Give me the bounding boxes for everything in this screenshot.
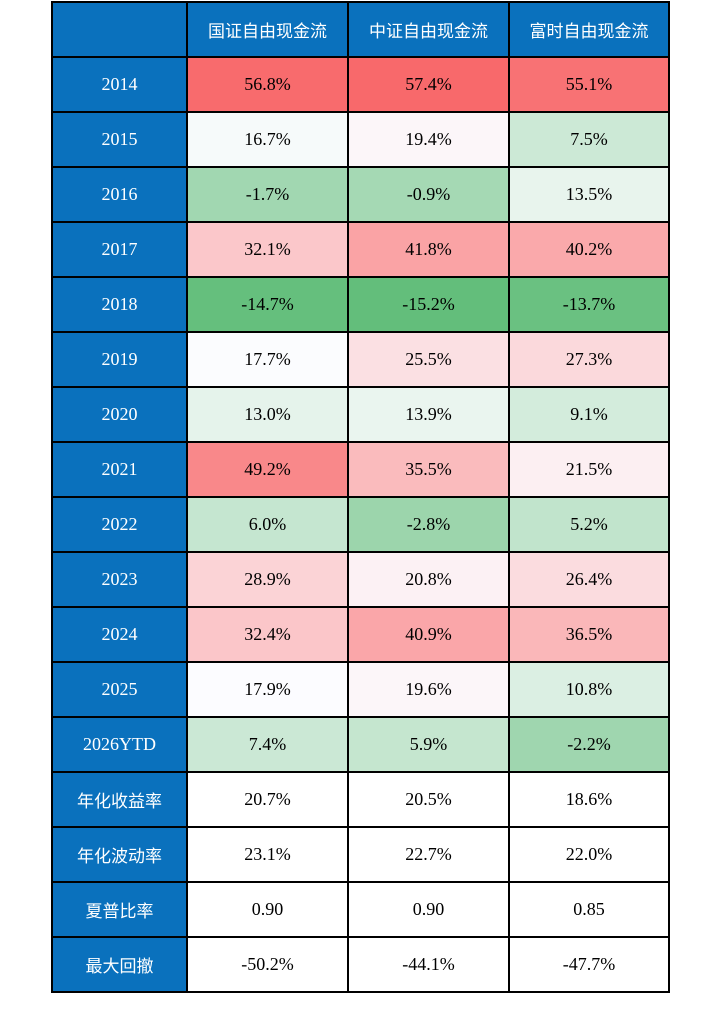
value-cell: 36.5% (508, 606, 670, 663)
value-cell: 19.4% (347, 111, 510, 168)
value-cell: 32.1% (186, 221, 349, 278)
value-cell: 26.4% (508, 551, 670, 608)
table-row: 2022 6.0% -2.8% 5.2% (51, 496, 670, 553)
value-cell: 0.90 (186, 881, 349, 938)
row-label: 2015 (51, 111, 188, 168)
value-cell: -13.7% (508, 276, 670, 333)
value-cell: -44.1% (347, 936, 510, 993)
header-row: 国证自由现金流 中证自由现金流 富时自由现金流 (51, 1, 670, 58)
table-row: 2020 13.0% 13.9% 9.1% (51, 386, 670, 443)
row-label: 2019 (51, 331, 188, 388)
value-cell: 13.9% (347, 386, 510, 443)
value-cell: 22.7% (347, 826, 510, 883)
value-cell: 0.90 (347, 881, 510, 938)
value-cell: 20.8% (347, 551, 510, 608)
row-label: 2021 (51, 441, 188, 498)
value-cell: 41.8% (347, 221, 510, 278)
table-row: 2024 32.4% 40.9% 36.5% (51, 606, 670, 663)
table-row: 夏普比率 0.90 0.90 0.85 (51, 881, 670, 938)
column-header-0: 国证自由现金流 (186, 1, 349, 58)
value-cell: 25.5% (347, 331, 510, 388)
value-cell: 5.9% (347, 716, 510, 773)
value-cell: 13.5% (508, 166, 670, 223)
value-cell: 16.7% (186, 111, 349, 168)
table-row: 2023 28.9% 20.8% 26.4% (51, 551, 670, 608)
value-cell: 20.5% (347, 771, 510, 828)
table-row: 2016 -1.7% -0.9% 13.5% (51, 166, 670, 223)
value-cell: -2.2% (508, 716, 670, 773)
value-cell: 40.2% (508, 221, 670, 278)
row-label: 2014 (51, 56, 188, 113)
value-cell: 10.8% (508, 661, 670, 718)
value-cell: 21.5% (508, 441, 670, 498)
value-cell: 55.1% (508, 56, 670, 113)
value-cell: 18.6% (508, 771, 670, 828)
table-row: 年化波动率 23.1% 22.7% 22.0% (51, 826, 670, 883)
value-cell: 6.0% (186, 496, 349, 553)
value-cell: 57.4% (347, 56, 510, 113)
table-row: 年化收益率 20.7% 20.5% 18.6% (51, 771, 670, 828)
row-label: 2020 (51, 386, 188, 443)
table-row: 最大回撤 -50.2% -44.1% -47.7% (51, 936, 670, 993)
row-label: 2026YTD (51, 716, 188, 773)
table-row: 2025 17.9% 19.6% 10.8% (51, 661, 670, 718)
table-row: 2015 16.7% 19.4% 7.5% (51, 111, 670, 168)
value-cell: -1.7% (186, 166, 349, 223)
table-body: 2014 56.8% 57.4% 55.1% 2015 16.7% 19.4% 7.5% 201… (51, 56, 670, 993)
value-cell: 19.6% (347, 661, 510, 718)
value-cell: 17.9% (186, 661, 349, 718)
row-label: 最大回撤 (51, 936, 188, 993)
row-label: 2018 (51, 276, 188, 333)
value-cell: 7.5% (508, 111, 670, 168)
value-cell: 17.7% (186, 331, 349, 388)
value-cell: -2.8% (347, 496, 510, 553)
value-cell: -0.9% (347, 166, 510, 223)
value-cell: 5.2% (508, 496, 670, 553)
table-row: 2026YTD 7.4% 5.9% -2.2% (51, 716, 670, 773)
value-cell: 28.9% (186, 551, 349, 608)
value-cell: -14.7% (186, 276, 349, 333)
table-row: 2017 32.1% 41.8% 40.2% (51, 221, 670, 278)
value-cell: 23.1% (186, 826, 349, 883)
column-header-1: 中证自由现金流 (347, 1, 510, 58)
table-row: 2019 17.7% 25.5% 27.3% (51, 331, 670, 388)
row-label: 夏普比率 (51, 881, 188, 938)
value-cell: -50.2% (186, 936, 349, 993)
value-cell: -15.2% (347, 276, 510, 333)
value-cell: 20.7% (186, 771, 349, 828)
row-label: 年化收益率 (51, 771, 188, 828)
table-row: 2014 56.8% 57.4% 55.1% (51, 56, 670, 113)
value-cell: 32.4% (186, 606, 349, 663)
value-cell: -47.7% (508, 936, 670, 993)
row-label: 2017 (51, 221, 188, 278)
performance-table: 国证自由现金流 中证自由现金流 富时自由现金流 2014 56.8% 57.4% 55.1… (51, 1, 670, 993)
column-header-2: 富时自由现金流 (508, 1, 670, 58)
row-label: 2024 (51, 606, 188, 663)
row-label: 2022 (51, 496, 188, 553)
value-cell: 35.5% (347, 441, 510, 498)
row-label: 2025 (51, 661, 188, 718)
value-cell: 9.1% (508, 386, 670, 443)
corner-cell (51, 1, 188, 58)
value-cell: 27.3% (508, 331, 670, 388)
table-header: 国证自由现金流 中证自由现金流 富时自由现金流 (51, 1, 670, 58)
value-cell: 40.9% (347, 606, 510, 663)
row-label: 年化波动率 (51, 826, 188, 883)
value-cell: 13.0% (186, 386, 349, 443)
value-cell: 22.0% (508, 826, 670, 883)
value-cell: 56.8% (186, 56, 349, 113)
row-label: 2023 (51, 551, 188, 608)
value-cell: 7.4% (186, 716, 349, 773)
value-cell: 49.2% (186, 441, 349, 498)
table-row: 2021 49.2% 35.5% 21.5% (51, 441, 670, 498)
row-label: 2016 (51, 166, 188, 223)
table-row: 2018 -14.7% -15.2% -13.7% (51, 276, 670, 333)
value-cell: 0.85 (508, 881, 670, 938)
